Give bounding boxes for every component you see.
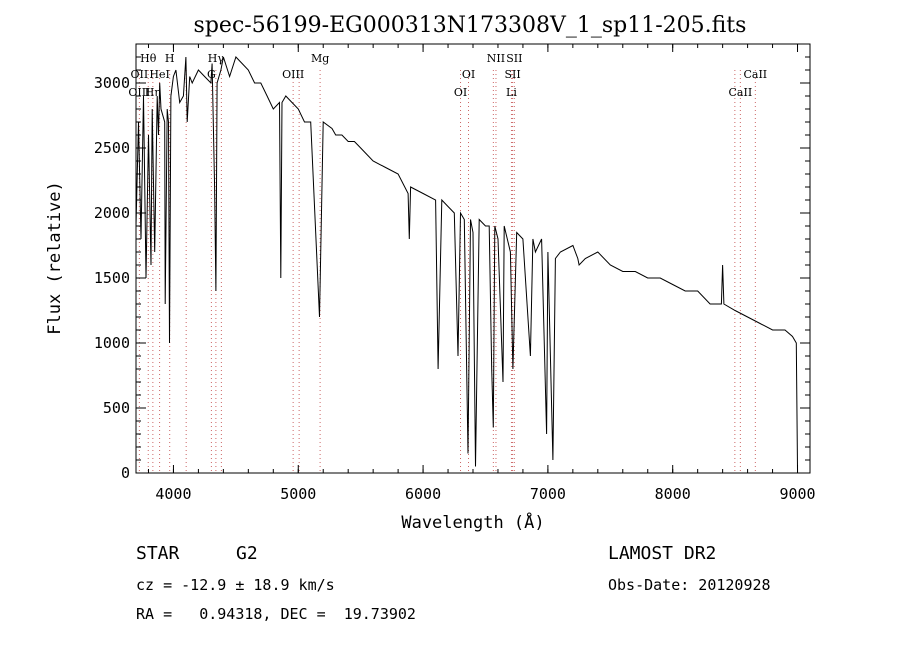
line-label: CaII [743, 68, 767, 81]
y-tick-label: 1500 [94, 269, 130, 287]
y-axis-ticks: 0 500 1000 1500 2000 2500 3000 [94, 56, 810, 482]
x-tick-label: 6000 [405, 485, 441, 503]
y-tick-label: 2500 [94, 139, 130, 157]
spectrum-line [135, 56, 798, 470]
line-label: SII [504, 68, 520, 81]
line-label: HeI [149, 68, 169, 81]
line-label: Mg [311, 52, 329, 65]
line-label: CaII [729, 86, 753, 99]
line-label: OII [131, 68, 149, 81]
x-tick-label: 4000 [155, 485, 191, 503]
x-tick-label: 8000 [655, 485, 691, 503]
line-label: NII [487, 52, 505, 65]
y-tick-label: 3000 [94, 74, 130, 92]
x-tick-label: 5000 [280, 485, 316, 503]
y-tick-label: 1000 [94, 334, 130, 352]
x-tick-label: 9000 [779, 485, 815, 503]
x-tick-label: 7000 [530, 485, 566, 503]
line-label: OI [454, 86, 467, 99]
line-label: OIII [128, 86, 150, 99]
line-label: Hη [145, 86, 161, 99]
y-tick-label: 2000 [94, 204, 130, 222]
line-label: Hγ [208, 52, 225, 65]
y-tick-label: 0 [121, 464, 130, 482]
marker-lines [138, 70, 756, 473]
coords-label: RA = 0.94318, DEC = 19.73902 [136, 605, 416, 623]
x-axis-label: Wavelength (Å) [401, 511, 544, 533]
class-label: STAR [136, 543, 180, 564]
line-label: H [165, 52, 175, 65]
subclass-label: G2 [236, 543, 258, 564]
line-label: OI [462, 68, 475, 81]
line-label: OIII [282, 68, 304, 81]
y-tick-label: 500 [103, 399, 130, 417]
line-label: Li [506, 86, 517, 99]
x-axis-ticks: 4000 5000 6000 7000 8000 9000 [147, 44, 816, 503]
chart-title: spec-56199-EG000313N173308V_1_sp11-205.f… [194, 13, 747, 38]
line-label: SII [506, 52, 522, 65]
survey-label: LAMOST DR2 [608, 543, 716, 564]
line-label: Hθ [140, 52, 157, 65]
obs-date-label: Obs-Date: 20120928 [608, 576, 771, 594]
cz-label: cz = -12.9 ± 18.9 km/s [136, 576, 335, 594]
y-axis-label: Flux (relative) [45, 181, 65, 335]
